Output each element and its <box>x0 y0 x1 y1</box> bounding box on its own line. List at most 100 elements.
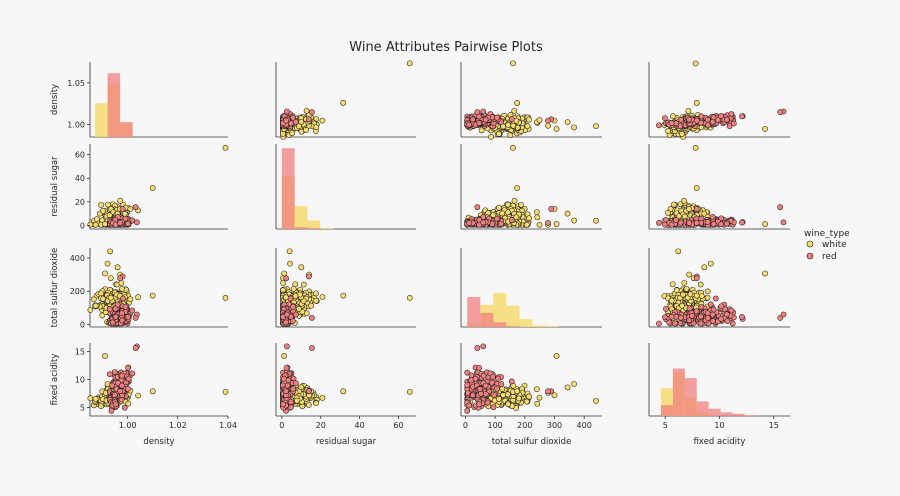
point-white <box>693 100 700 106</box>
point-red <box>124 386 131 392</box>
point-white <box>105 201 111 208</box>
point-white <box>704 294 711 301</box>
x-tick-label: 200 <box>517 421 532 430</box>
legend-label-red: red <box>822 252 837 262</box>
point-red <box>106 306 113 313</box>
point-white <box>526 116 532 123</box>
point-red <box>478 390 484 397</box>
point-red <box>292 311 299 318</box>
y-tick-label: 200 <box>70 287 85 296</box>
point-red <box>292 380 299 386</box>
point-white <box>571 381 577 387</box>
hist-bar-red <box>120 122 133 137</box>
point-red <box>288 399 294 405</box>
point-white <box>87 307 94 314</box>
point-white <box>107 294 114 301</box>
point-white <box>553 221 560 227</box>
point-red <box>469 392 476 399</box>
y-axis-label-total-sulfur-dioxide: total sulfur dioxide <box>50 248 60 328</box>
point-red <box>666 319 673 326</box>
point-red <box>673 217 679 223</box>
point-white <box>564 119 571 125</box>
point-white <box>340 292 347 299</box>
point-red <box>693 206 700 212</box>
point-white <box>515 395 522 402</box>
point-white <box>98 403 104 409</box>
point-white <box>296 306 302 312</box>
x-tick-label: 100 <box>487 421 502 430</box>
point-white <box>306 401 312 408</box>
point-white <box>125 400 132 407</box>
point-red <box>730 120 737 127</box>
point-white <box>701 264 708 271</box>
point-red <box>677 117 684 123</box>
point-red <box>723 220 730 227</box>
point-white <box>313 124 320 131</box>
point-red <box>109 382 115 389</box>
point-white <box>119 286 125 292</box>
point-white <box>280 131 286 137</box>
point-white <box>280 280 286 286</box>
point-red <box>498 221 504 227</box>
point-white <box>665 210 671 216</box>
point-red <box>287 295 294 302</box>
point-white <box>496 396 502 402</box>
point-white <box>319 117 326 124</box>
point-white <box>526 215 532 222</box>
x-tick-label: 1.02 <box>169 421 187 430</box>
hist-bar-white <box>545 326 559 327</box>
point-red <box>129 370 136 377</box>
point-red <box>119 310 125 317</box>
point-white <box>686 206 693 212</box>
y-axis-label-residual-sugar: residual sugar <box>50 156 60 217</box>
point-white <box>127 206 134 212</box>
point-red <box>489 379 495 386</box>
point-white <box>406 60 413 67</box>
point-white <box>87 221 94 228</box>
point-red <box>739 219 745 226</box>
point-red <box>283 275 289 282</box>
panel-density-vs-fixed-acidity <box>648 60 790 140</box>
panel-residual-sugar-vs-residual-sugar <box>275 144 416 230</box>
point-white <box>704 288 711 295</box>
point-red <box>709 214 716 220</box>
point-white <box>665 128 672 134</box>
point-white <box>298 264 305 271</box>
point-red <box>656 320 662 327</box>
panel-total-sulfur-dioxide-vs-fixed-acidity <box>648 248 790 328</box>
point-white <box>536 221 543 228</box>
point-white <box>762 125 768 132</box>
point-white <box>553 353 560 359</box>
point-white <box>281 353 288 359</box>
y-tick-label: 1.05 <box>67 79 85 88</box>
point-white <box>571 217 577 224</box>
point-red <box>290 303 296 310</box>
point-white <box>692 144 699 151</box>
hist-bar-white <box>532 325 546 327</box>
point-red <box>129 307 136 314</box>
point-red <box>545 117 551 124</box>
point-white <box>104 260 111 267</box>
point-white <box>149 292 156 299</box>
point-red <box>119 206 126 212</box>
point-white <box>679 131 685 137</box>
point-red <box>545 219 551 226</box>
point-red <box>112 313 119 320</box>
point-red <box>480 343 487 350</box>
point-red <box>117 275 123 282</box>
y-tick-label: 10 <box>75 376 85 385</box>
point-red <box>686 317 693 324</box>
y-tick-label: 60 <box>75 151 85 160</box>
hist-bar-red <box>696 401 709 416</box>
point-red <box>677 219 684 226</box>
point-red <box>480 219 487 226</box>
point-white <box>692 60 699 67</box>
point-white <box>679 302 685 309</box>
point-red <box>704 116 711 123</box>
point-red <box>466 121 473 128</box>
point-white <box>149 388 156 395</box>
point-white <box>553 125 560 132</box>
point-white <box>762 221 768 227</box>
point-red <box>464 382 471 388</box>
